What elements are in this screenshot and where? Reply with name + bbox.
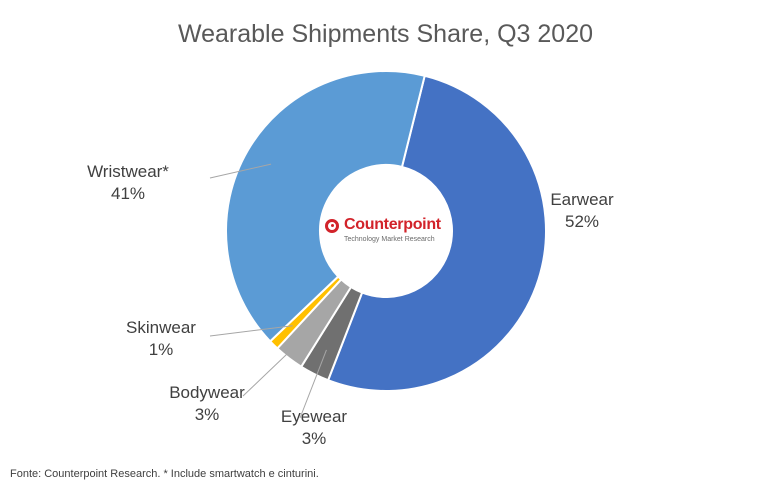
leader-line-wristwear [209,163,272,179]
slice-label-name: Earwear [550,190,614,209]
slice-label-value: 3% [195,405,220,424]
slice-label-value: 52% [565,212,599,231]
logo-tagline: Technology Market Research [344,236,435,243]
slice-labels: Earwear 52% Eyewear 3% Bodywear 3% Skinwear 1% W… [87,162,614,448]
counterpoint-logo: Counterpoint Technology Market Research [323,216,453,256]
slice-label-value: 41% [111,184,145,203]
leader-line-bodywear [242,336,306,397]
slice-label-value: 1% [149,340,174,359]
slice-label-value: 3% [302,429,327,448]
leader-lines [209,163,327,419]
slice-wristwear [225,70,426,343]
donut-slices [225,70,547,392]
slice-label-name: Skinwear [126,318,196,337]
slice-label-name: Wristwear* [87,162,169,181]
source-note: Fonte: Counterpoint Research. * Include … [10,468,319,480]
leader-line-skinwear [209,325,293,337]
slice-label-name: Eyewear [281,407,347,426]
leader-line-eyewear [299,349,327,419]
slice-label-name: Bodywear [169,383,245,402]
chart-title: Wearable Shipments Share, Q3 2020 [177,20,594,48]
slice-earwear [326,74,547,392]
counterpoint-logo-icon [325,219,339,233]
logo-name: Counterpoint [344,216,441,233]
